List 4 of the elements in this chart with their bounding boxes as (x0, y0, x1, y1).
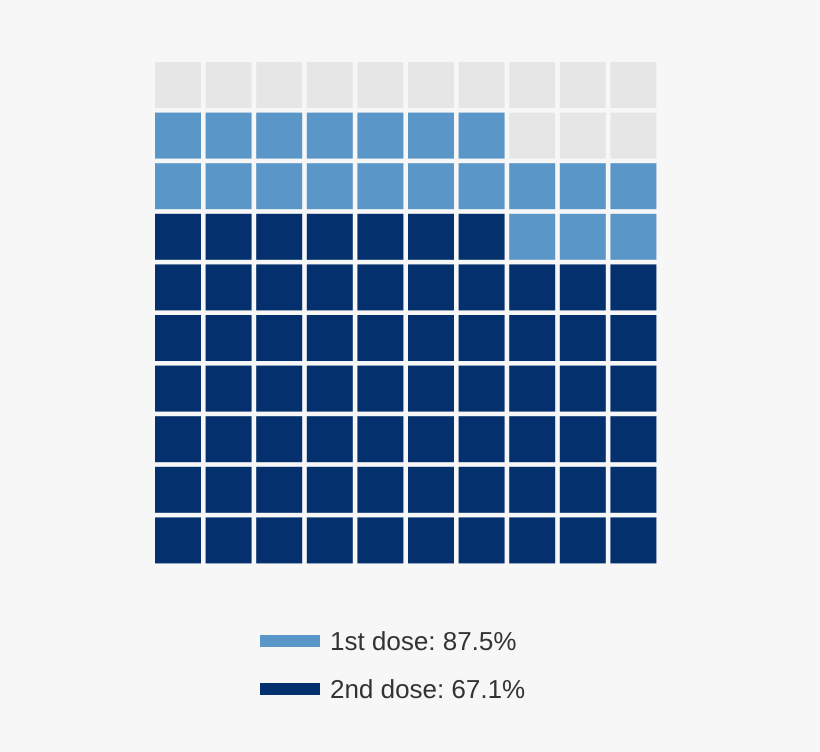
category-label: 2nd dose (330, 674, 437, 704)
category-label: 1st dose (330, 626, 428, 656)
data-label: : 87.5% (428, 626, 516, 656)
data-label: : 67.1% (436, 674, 526, 704)
